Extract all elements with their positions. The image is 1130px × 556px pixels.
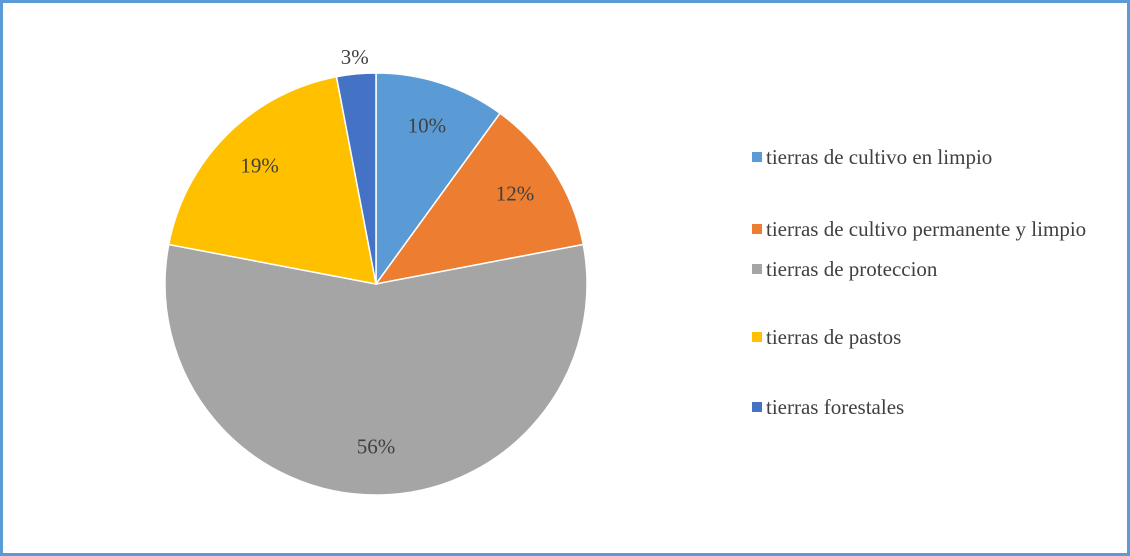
legend-item: tierras forestales (752, 393, 1112, 421)
legend-item: tierras de proteccion (752, 255, 1112, 283)
legend-swatch (752, 332, 762, 342)
legend-label: tierras forestales (766, 395, 905, 419)
data-label: 19% (240, 153, 279, 177)
pie-slice (375, 72, 502, 287)
legend-swatch (752, 152, 762, 162)
data-label: 10% (408, 113, 447, 137)
legend-label: tierras de cultivo en limpio (766, 145, 993, 169)
legend-label: tierras de proteccion (766, 257, 938, 281)
data-label: 56% (357, 434, 396, 458)
pie-slice (374, 112, 585, 286)
legend-item: tierras de cultivo en limpio (752, 143, 1112, 171)
legend: tierras de cultivo en limpio tierras de c… (752, 143, 1112, 421)
plot: 10% 12% 56% 19% 3% (164, 45, 588, 496)
legend-item: tierras de cultivo permanente y limpio (752, 215, 1112, 243)
pie-slice (164, 243, 588, 496)
legend-swatch (752, 264, 762, 274)
legend-label: tierras de pastos (766, 325, 902, 349)
legend-swatch (752, 402, 762, 412)
pie-slice (167, 75, 377, 285)
data-label: 3% (341, 45, 369, 69)
pie-slice (335, 72, 377, 285)
data-label: 12% (496, 182, 535, 206)
legend-item: tierras de pastos (752, 323, 1112, 351)
legend-label: tierras de cultivo permanente y limpio (766, 217, 1087, 241)
legend-swatch (752, 224, 762, 234)
